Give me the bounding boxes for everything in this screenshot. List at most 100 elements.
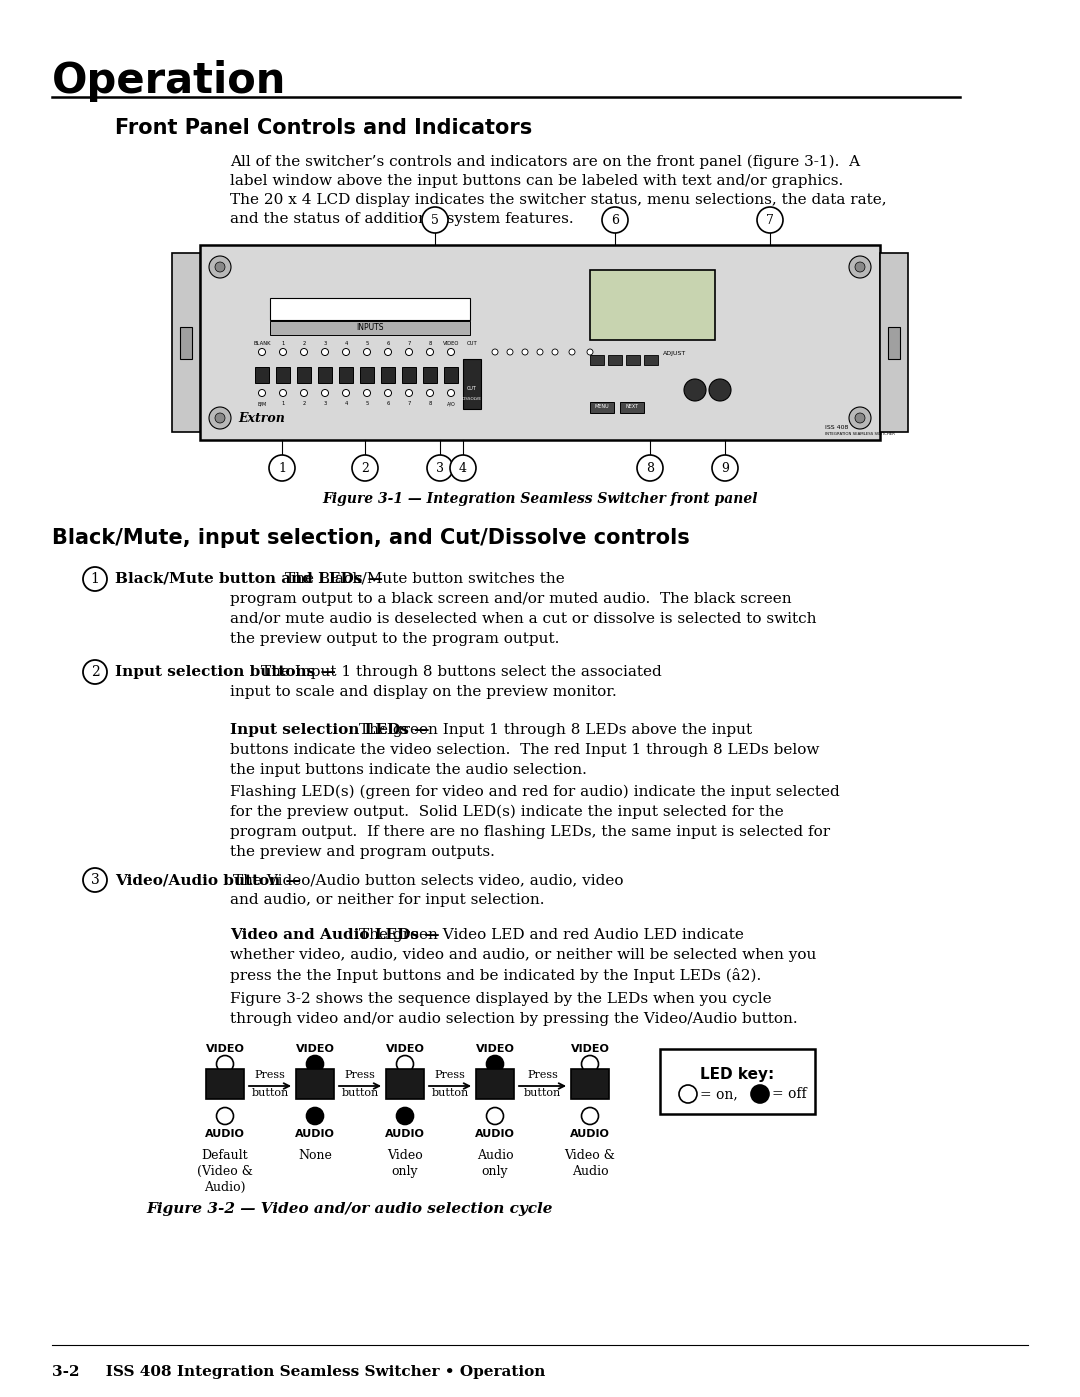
Text: INPUTS: INPUTS	[356, 324, 383, 332]
Circle shape	[342, 390, 350, 397]
Text: A/O: A/O	[447, 401, 456, 407]
Circle shape	[637, 455, 663, 481]
Text: 6: 6	[387, 341, 390, 346]
Text: CUT: CUT	[467, 341, 477, 346]
Text: ISS 408: ISS 408	[825, 425, 849, 430]
Text: Audio: Audio	[571, 1165, 608, 1178]
Circle shape	[712, 455, 738, 481]
Circle shape	[581, 1056, 598, 1073]
Circle shape	[581, 1108, 598, 1125]
Text: 4: 4	[459, 461, 467, 475]
Bar	[386, 1069, 424, 1099]
Bar	[270, 298, 470, 320]
Text: only: only	[392, 1165, 418, 1178]
Circle shape	[450, 455, 476, 481]
Circle shape	[427, 455, 453, 481]
Circle shape	[708, 379, 731, 401]
Circle shape	[405, 348, 413, 355]
Text: 7: 7	[766, 214, 774, 226]
Text: VIDEO: VIDEO	[205, 1044, 244, 1053]
Circle shape	[396, 1108, 414, 1125]
Circle shape	[364, 348, 370, 355]
Circle shape	[849, 256, 870, 278]
Circle shape	[83, 567, 107, 591]
Text: 3: 3	[323, 401, 326, 407]
Text: Figure 3-2 shows the sequence displayed by the LEDs when you cycle: Figure 3-2 shows the sequence displayed …	[230, 992, 771, 1006]
Circle shape	[215, 414, 225, 423]
Bar	[318, 367, 332, 383]
Text: 3-2     ISS 408 Integration Seamless Switcher • Operation: 3-2 ISS 408 Integration Seamless Switche…	[52, 1365, 545, 1379]
Text: MENU: MENU	[595, 405, 609, 409]
Text: Black/Mute, input selection, and Cut/Dissolve controls: Black/Mute, input selection, and Cut/Dis…	[52, 528, 690, 548]
Text: the input buttons indicate the audio selection.: the input buttons indicate the audio sel…	[230, 763, 586, 777]
Text: DISSOLVE: DISSOLVE	[462, 397, 482, 401]
Circle shape	[849, 407, 870, 429]
Bar	[206, 1069, 244, 1099]
Bar	[590, 270, 715, 339]
Text: button: button	[341, 1088, 379, 1098]
Text: and/or mute audio is deselected when a cut or dissolve is selected to switch: and/or mute audio is deselected when a c…	[230, 612, 816, 626]
Text: 1: 1	[91, 571, 99, 585]
Text: Press: Press	[345, 1070, 376, 1080]
Bar	[381, 367, 395, 383]
Text: B/M: B/M	[257, 401, 267, 407]
Circle shape	[751, 1085, 769, 1104]
Circle shape	[210, 407, 231, 429]
Text: 6: 6	[611, 214, 619, 226]
Circle shape	[258, 348, 266, 355]
Circle shape	[855, 414, 865, 423]
Text: for the preview output.  Solid LED(s) indicate the input selected for the: for the preview output. Solid LED(s) ind…	[230, 805, 784, 820]
Text: Flashing LED(s) (green for video and red for audio) indicate the input selected: Flashing LED(s) (green for video and red…	[230, 785, 840, 799]
Text: AUDIO: AUDIO	[570, 1129, 610, 1139]
Text: Operation: Operation	[52, 60, 286, 102]
Circle shape	[352, 455, 378, 481]
Circle shape	[216, 1056, 233, 1073]
Bar	[180, 327, 192, 359]
Bar	[571, 1069, 609, 1099]
Circle shape	[216, 1108, 233, 1125]
Text: 2: 2	[302, 341, 306, 346]
Circle shape	[307, 1056, 324, 1073]
Text: 2: 2	[361, 461, 369, 475]
Text: 5: 5	[365, 401, 368, 407]
Bar	[200, 244, 880, 440]
Text: Audio): Audio)	[204, 1180, 246, 1194]
Text: 5: 5	[365, 341, 368, 346]
Text: 6: 6	[387, 401, 390, 407]
Circle shape	[855, 263, 865, 272]
Text: program output to a black screen and/or muted audio.  The black screen: program output to a black screen and/or …	[230, 592, 792, 606]
Text: VIDEO: VIDEO	[386, 1044, 424, 1053]
Text: Default: Default	[202, 1148, 248, 1162]
Text: only: only	[482, 1165, 509, 1178]
Text: 7: 7	[407, 401, 410, 407]
Text: BLANK: BLANK	[253, 341, 271, 346]
Text: 4: 4	[345, 341, 348, 346]
Text: (Video &: (Video &	[197, 1165, 253, 1178]
Bar	[296, 1069, 334, 1099]
Text: 8: 8	[429, 401, 432, 407]
Circle shape	[569, 349, 575, 355]
Text: and audio, or neither for input selection.: and audio, or neither for input selectio…	[230, 893, 544, 907]
Circle shape	[757, 207, 783, 233]
Text: The green Input 1 through 8 LEDs above the input: The green Input 1 through 8 LEDs above t…	[360, 724, 753, 738]
Text: All of the switcher’s controls and indicators are on the front panel (figure 3-1: All of the switcher’s controls and indic…	[230, 155, 860, 169]
Text: label window above the input buttons can be labeled with text and/or graphics.: label window above the input buttons can…	[230, 175, 843, 189]
Circle shape	[486, 1056, 503, 1073]
Circle shape	[422, 207, 448, 233]
Circle shape	[258, 390, 266, 397]
Circle shape	[342, 348, 350, 355]
Text: Front Panel Controls and Indicators: Front Panel Controls and Indicators	[114, 117, 532, 138]
Circle shape	[280, 390, 286, 397]
Text: 2: 2	[302, 401, 306, 407]
Text: whether video, audio, video and audio, or neither will be selected when you: whether video, audio, video and audio, o…	[230, 949, 816, 963]
Text: AUDIO: AUDIO	[295, 1129, 335, 1139]
Text: = off: = off	[772, 1087, 807, 1101]
Circle shape	[300, 348, 308, 355]
Text: The Video/Audio button selects video, audio, video: The Video/Audio button selects video, au…	[233, 873, 623, 887]
Bar	[423, 367, 437, 383]
Circle shape	[83, 659, 107, 685]
Text: 1: 1	[278, 461, 286, 475]
Bar	[255, 367, 269, 383]
Bar	[270, 321, 470, 335]
Text: The Input 1 through 8 buttons select the associated: The Input 1 through 8 buttons select the…	[261, 665, 662, 679]
